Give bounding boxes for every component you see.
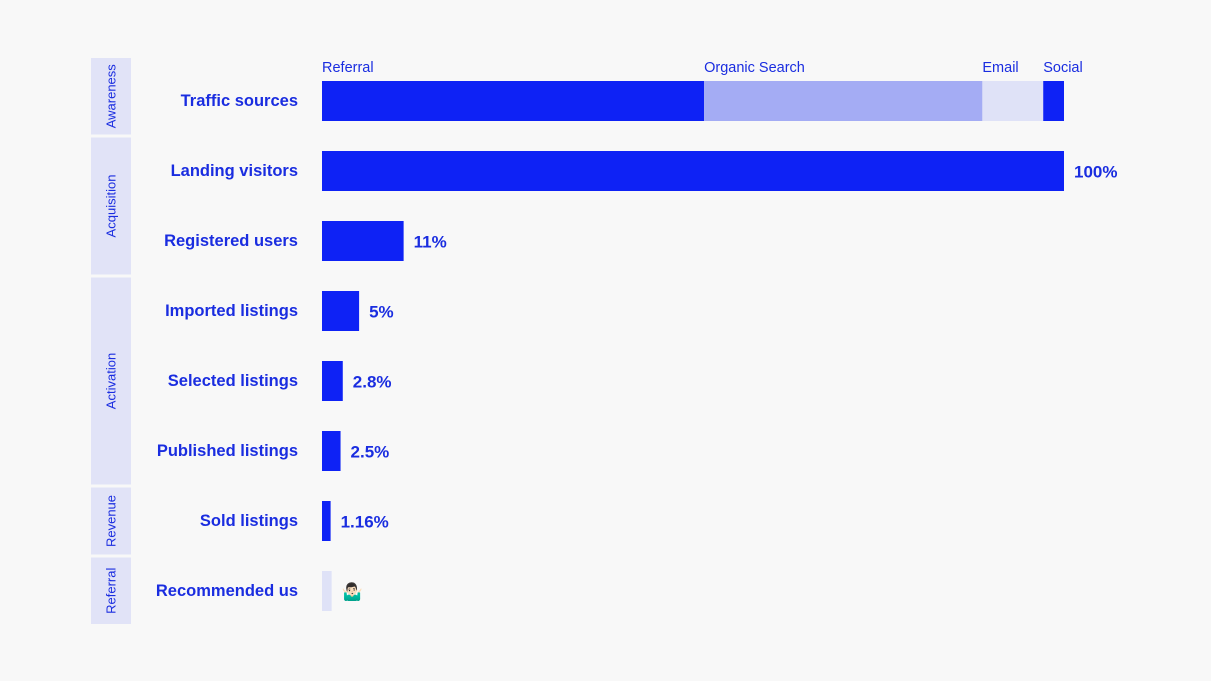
segment-label-organic-search: Organic Search [704,60,805,76]
row-label-registered-users: Registered users [164,232,298,250]
bar-recommended-us [322,571,332,611]
stage-label-acquisition: Acquisition [104,175,119,238]
bars [322,81,1064,611]
value-label-sold-listings: 1.16% [341,513,389,532]
bar-segment-referral [322,81,705,121]
stage-bands: Awareness Acquisition Activation Revenue Ref… [91,58,131,624]
value-label-landing-visitors: 100% [1074,163,1117,182]
row-label-imported-listings: Imported listings [165,302,298,320]
bar-published-listings [322,431,341,471]
stage-band-revenue [91,487,131,555]
bar-registered-users [322,221,404,261]
stage-band-activation [91,277,131,485]
row-label-recommended-us: Recommended us [156,582,298,600]
bar-imported-listings [322,291,360,331]
stage-band-acquisition [91,137,131,275]
stage-label-revenue: Revenue [104,495,119,547]
row-labels: Traffic sources Landing visitors Registere… [156,92,298,600]
value-label-registered-users: 11% [414,233,447,252]
stage-band-referral [91,557,131,624]
row-label-sold-listings: Sold listings [200,512,298,530]
shrug-emoji-label: 🤷🏻‍♂️ [342,582,363,602]
bar-sold-listings [322,501,331,541]
value-label-selected-listings: 2.8% [353,373,392,392]
value-labels: Referral Organic Search Email Social 100% 11%… [322,60,1117,602]
stage-label-referral: Referral [104,568,119,614]
row-label-landing-visitors: Landing visitors [171,162,298,180]
bar-segment-organic-search [704,81,983,121]
stage-band-awareness [91,58,131,135]
row-label-traffic-sources: Traffic sources [181,92,298,110]
stage-label-awareness: Awareness [104,64,119,129]
segment-label-email: Email [982,60,1018,76]
bar-landing-visitors [322,151,1064,191]
row-label-selected-listings: Selected listings [168,372,298,390]
segment-label-referral: Referral [322,60,374,76]
bar-segment-social [1043,81,1064,121]
bar-segment-email [982,81,1044,121]
value-label-imported-listings: 5% [369,303,394,322]
value-label-published-listings: 2.5% [351,443,390,462]
segment-label-social: Social [1043,60,1083,76]
stage-label-activation: Activation [104,353,119,409]
row-label-published-listings: Published listings [157,442,298,460]
bar-selected-listings [322,361,343,401]
